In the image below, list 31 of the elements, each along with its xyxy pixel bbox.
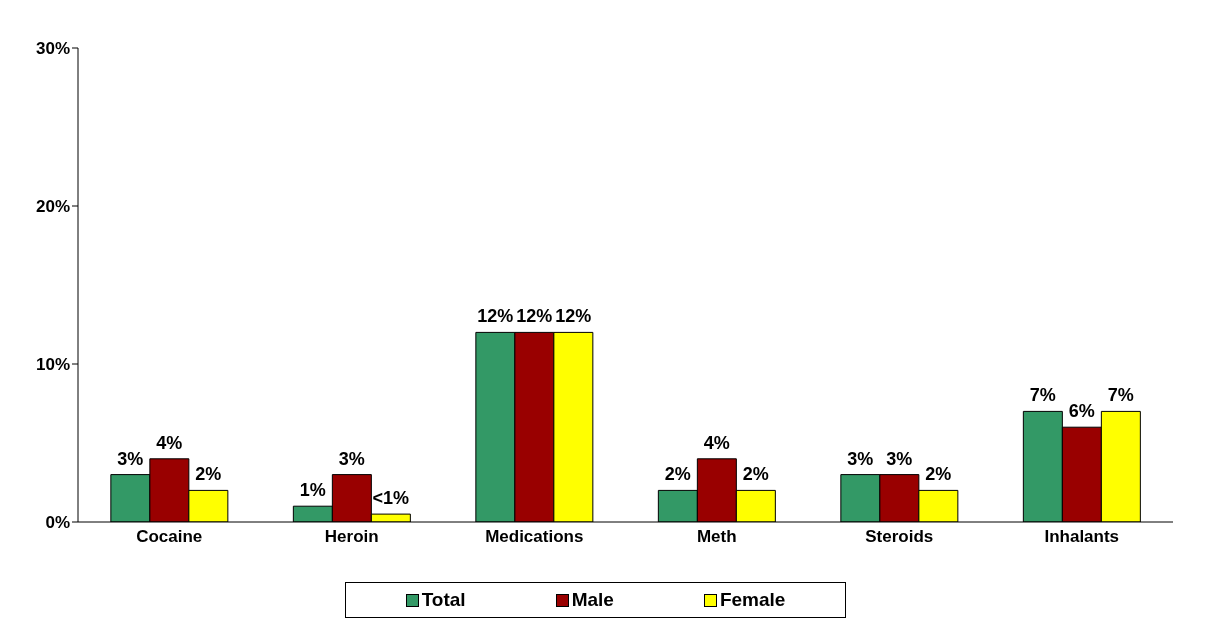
data-label: 12% [555,306,592,327]
y-tick-label: 10% [35,355,70,375]
data-label: 1% [299,480,326,501]
data-label: 2% [925,464,952,485]
x-tick-label: Cocaine [136,527,203,547]
y-tick-label: 0% [45,513,70,533]
x-tick-label: Medications [485,527,584,547]
data-label: 12% [516,306,553,327]
x-tick-label: Inhalants [1044,527,1120,547]
data-label: 3% [338,448,365,469]
data-label: 7% [1029,385,1056,406]
data-label: 4% [156,432,183,453]
data-label: 3% [117,448,144,469]
x-tick-label: Meth [696,527,737,547]
x-tick-label: Heroin [324,527,379,547]
data-label: 6% [1068,401,1095,422]
data-label: 3% [847,448,874,469]
y-tick-label: 30% [35,39,70,59]
data-label: 2% [195,464,222,485]
data-label: <1% [372,488,410,509]
legend-label: Total [420,589,466,611]
data-label: 4% [703,432,730,453]
data-label: 2% [742,464,769,485]
data-label: 7% [1107,385,1134,406]
data-label: 12% [477,306,514,327]
legend-label: Female [718,589,786,611]
y-tick-label: 20% [35,197,70,217]
legend-label: Male [570,589,614,611]
x-tick-label: Steroids [865,527,934,547]
data-label: 3% [886,448,913,469]
data-label: 2% [664,464,691,485]
